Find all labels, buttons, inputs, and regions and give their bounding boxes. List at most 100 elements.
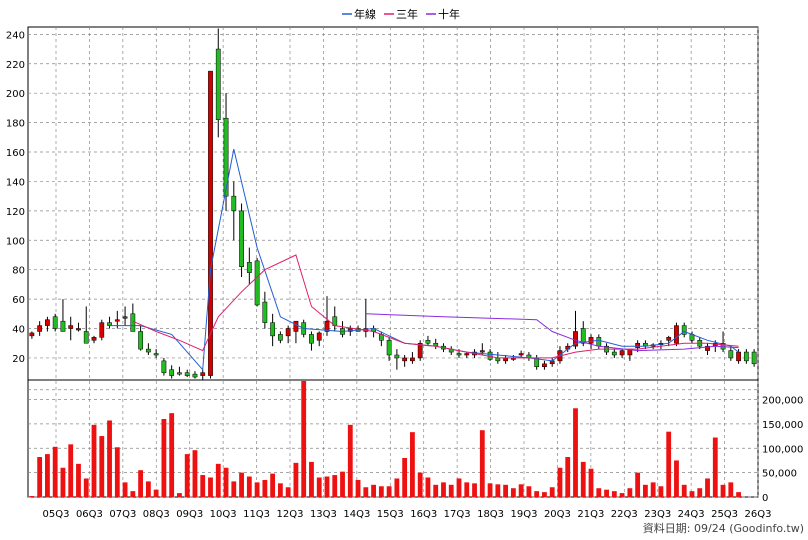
series-line <box>109 148 739 371</box>
volume-bar <box>192 450 198 497</box>
candle-body-down <box>177 372 182 375</box>
volume-bar <box>503 484 509 497</box>
volume-tick-label: 200,000 <box>762 396 803 407</box>
volume-bar <box>184 454 190 497</box>
candle-body-down <box>611 351 617 356</box>
volume-bar <box>650 482 656 497</box>
volume-bar <box>565 457 571 497</box>
candlestick <box>324 296 330 336</box>
candle-body-up <box>316 332 322 341</box>
candlestick <box>200 369 206 380</box>
volume-bar <box>145 481 151 497</box>
candlestick <box>262 291 268 329</box>
x-tick-label: 25Q3 <box>711 509 738 520</box>
candlestick <box>751 349 757 367</box>
volume-bar <box>177 493 182 497</box>
candlestick <box>169 365 175 379</box>
volume-bar <box>371 484 376 497</box>
x-axis-ticks: 05Q3 06Q3 07Q3 08Q3 09Q3 10Q3 11Q3 12Q3 13Q3 14Q3… <box>43 509 772 520</box>
volume-bar <box>293 462 299 497</box>
volume-bar <box>611 491 617 497</box>
candlestick <box>184 369 190 378</box>
candlestick <box>153 349 159 358</box>
volume-bar <box>83 478 89 497</box>
candlestick <box>526 352 532 361</box>
volume-bar <box>114 447 120 497</box>
candle-body-up <box>99 322 105 338</box>
candle-body-down <box>130 313 136 332</box>
price-axis-ticks: 20 40 60 80 100 120 140 160 180 200 220 240 <box>6 30 25 365</box>
x-tick-label: 18Q3 <box>477 509 504 520</box>
price-tick-label: 20 <box>12 354 25 365</box>
candlestick <box>705 343 710 355</box>
x-tick-label: 07Q3 <box>109 509 136 520</box>
legend-label: 三年 <box>396 7 418 21</box>
volume-bar <box>309 461 314 497</box>
candle-body-up <box>91 337 97 341</box>
candle-body-down <box>145 348 151 353</box>
volume-bar <box>37 457 43 497</box>
x-tick-label: 09Q3 <box>176 509 203 520</box>
volume-bar <box>658 486 664 497</box>
volume-bar <box>689 491 695 497</box>
candlestick <box>728 346 734 361</box>
candlestick <box>130 303 136 332</box>
volume-bars <box>29 380 741 497</box>
candlestick <box>410 352 415 364</box>
candle-body-down <box>580 328 586 344</box>
candle-body-down <box>184 372 190 376</box>
volume-bar <box>355 479 361 497</box>
volume-bar <box>417 472 423 497</box>
volume-bar <box>596 488 602 497</box>
candlestick <box>145 343 151 355</box>
volume-bar <box>433 484 439 497</box>
candle-body-up <box>573 331 578 347</box>
candle-body-up <box>45 319 50 326</box>
candlestick <box>60 299 66 332</box>
candle-body-up <box>518 353 524 356</box>
candle-body-down <box>192 373 198 378</box>
candle-body-down <box>52 316 58 329</box>
volume-bar <box>246 476 252 497</box>
price-grid <box>28 27 759 497</box>
candlestick <box>340 321 345 338</box>
candlestick <box>619 349 625 358</box>
candlestick <box>542 360 547 370</box>
candle-body-down <box>239 210 244 267</box>
candlestick <box>52 313 58 332</box>
candlestick <box>239 203 244 278</box>
candle-body-down <box>215 48 221 120</box>
volume-bar <box>52 446 58 497</box>
candlestick <box>138 325 143 351</box>
candle-body-down <box>681 325 687 335</box>
candle-body-up <box>37 325 43 332</box>
candle-body-up <box>122 316 128 319</box>
price-tick-label: 220 <box>6 60 25 71</box>
price-tick-label: 60 <box>12 295 25 306</box>
candlestick <box>464 352 470 358</box>
candlestick <box>68 316 74 341</box>
candlestick <box>285 325 291 344</box>
candle-body-down <box>60 320 66 332</box>
volume-bar <box>534 491 540 497</box>
volume-bar <box>60 467 66 497</box>
volume-bar <box>153 489 159 497</box>
candle-body-up <box>542 363 547 368</box>
price-tick-label: 240 <box>6 30 25 41</box>
candlestick <box>161 357 167 376</box>
volume-bar <box>479 430 485 497</box>
candle-body-down <box>394 354 400 359</box>
candle-body-up <box>200 372 206 376</box>
series-line <box>132 254 739 359</box>
x-tick-label: 06Q3 <box>76 509 103 520</box>
volume-bar <box>549 487 555 497</box>
price-tick-label: 40 <box>12 325 25 336</box>
volume-bar <box>99 436 105 497</box>
candlestick <box>107 316 112 329</box>
candle-body-down <box>270 322 276 337</box>
candlestick <box>37 321 43 336</box>
legend-label: 十年 <box>438 7 460 21</box>
x-tick-label: 23Q3 <box>644 509 671 520</box>
candlestick <box>45 316 50 332</box>
volume-bar <box>720 484 726 497</box>
